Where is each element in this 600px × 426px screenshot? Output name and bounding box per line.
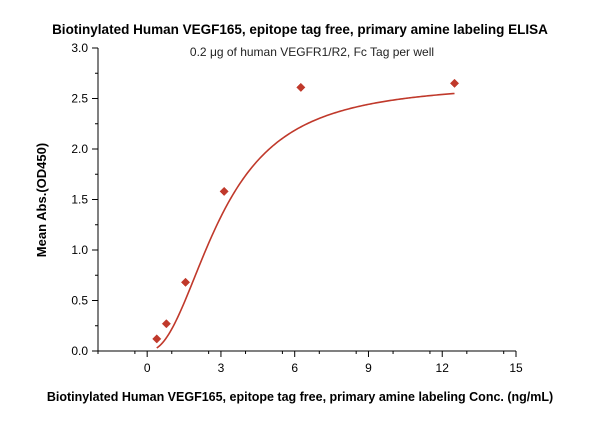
y-tick-label: 2.5 xyxy=(71,92,88,106)
x-tick-label: 3 xyxy=(218,361,225,375)
chart-subtitle: 0.2 μg of human VEGFR1/R2, Fc Tag per we… xyxy=(190,45,434,59)
x-tick-label: 6 xyxy=(291,361,298,375)
axes: 0 3 6 9 12 15 0.0 0.5 1.0 1.5 2.0 2.5 3.0 xyxy=(71,41,523,375)
x-tick-label: 9 xyxy=(365,361,372,375)
data-point-diamond xyxy=(296,82,306,92)
fit-curve xyxy=(156,92,455,349)
x-tick-label: 0 xyxy=(144,361,151,375)
chart-title: Biotinylated Human VEGF165, epitope tag … xyxy=(52,22,548,37)
x-axis-label: Biotinylated Human VEGF165, epitope tag … xyxy=(47,390,553,404)
y-tick-label: 3.0 xyxy=(71,41,88,55)
x-tick-label: 15 xyxy=(509,361,523,375)
fit-curve-layer xyxy=(156,92,455,349)
y-tick-label: 0.5 xyxy=(71,294,88,308)
x-tick-label: 12 xyxy=(436,361,450,375)
y-axis-label: Mean Abs.(OD450) xyxy=(34,143,49,257)
data-point-diamond xyxy=(152,334,162,344)
y-tick-label: 2.0 xyxy=(71,142,88,156)
data-point-diamond xyxy=(219,186,229,196)
data-point-diamond xyxy=(161,319,171,329)
y-tick-label: 0.0 xyxy=(71,344,88,358)
y-tick-label: 1.0 xyxy=(71,243,88,257)
data-point-diamond xyxy=(180,277,191,287)
y-tick-label: 1.5 xyxy=(71,193,88,207)
data-points-layer xyxy=(152,78,460,344)
data-point-diamond xyxy=(449,78,460,88)
